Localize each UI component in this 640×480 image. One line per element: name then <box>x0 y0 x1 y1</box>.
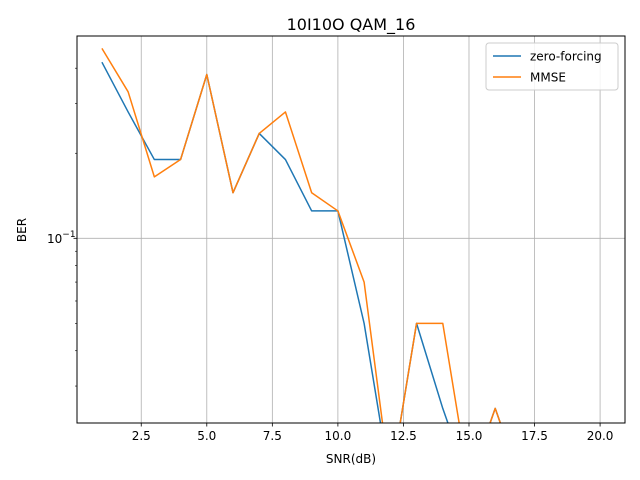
grid-lines <box>77 36 625 423</box>
x-axis-label: SNR(dB) <box>326 452 376 466</box>
series-line-mmse <box>101 48 502 423</box>
x-axis: 2.5 5.0 7.5 10.0 12.5 15.0 17.5 20.0 <box>132 423 614 443</box>
x-tick-label: 10.0 <box>325 429 352 443</box>
legend-label-mmse: MMSE <box>530 71 566 85</box>
legend: zero-forcing MMSE <box>485 42 619 91</box>
series-layer <box>101 48 502 423</box>
legend-box <box>485 42 619 91</box>
x-tick-label: 17.5 <box>521 429 548 443</box>
chart-title: 10I10O QAM_16 <box>287 15 416 35</box>
x-tick-label: 20.0 <box>587 429 614 443</box>
legend-label-zero-forcing: zero-forcing <box>530 50 602 64</box>
plot-frame <box>76 35 626 424</box>
y-axis: 10−1 <box>47 230 77 246</box>
x-tick-label: 12.5 <box>390 429 417 443</box>
y-tick-label: 10−1 <box>47 230 76 246</box>
x-tick-label: 7.5 <box>263 429 282 443</box>
y-axis-label: BER <box>15 218 29 242</box>
x-tick-label: 2.5 <box>132 429 151 443</box>
x-tick-label: 15.0 <box>456 429 483 443</box>
x-tick-label: 5.0 <box>197 429 216 443</box>
